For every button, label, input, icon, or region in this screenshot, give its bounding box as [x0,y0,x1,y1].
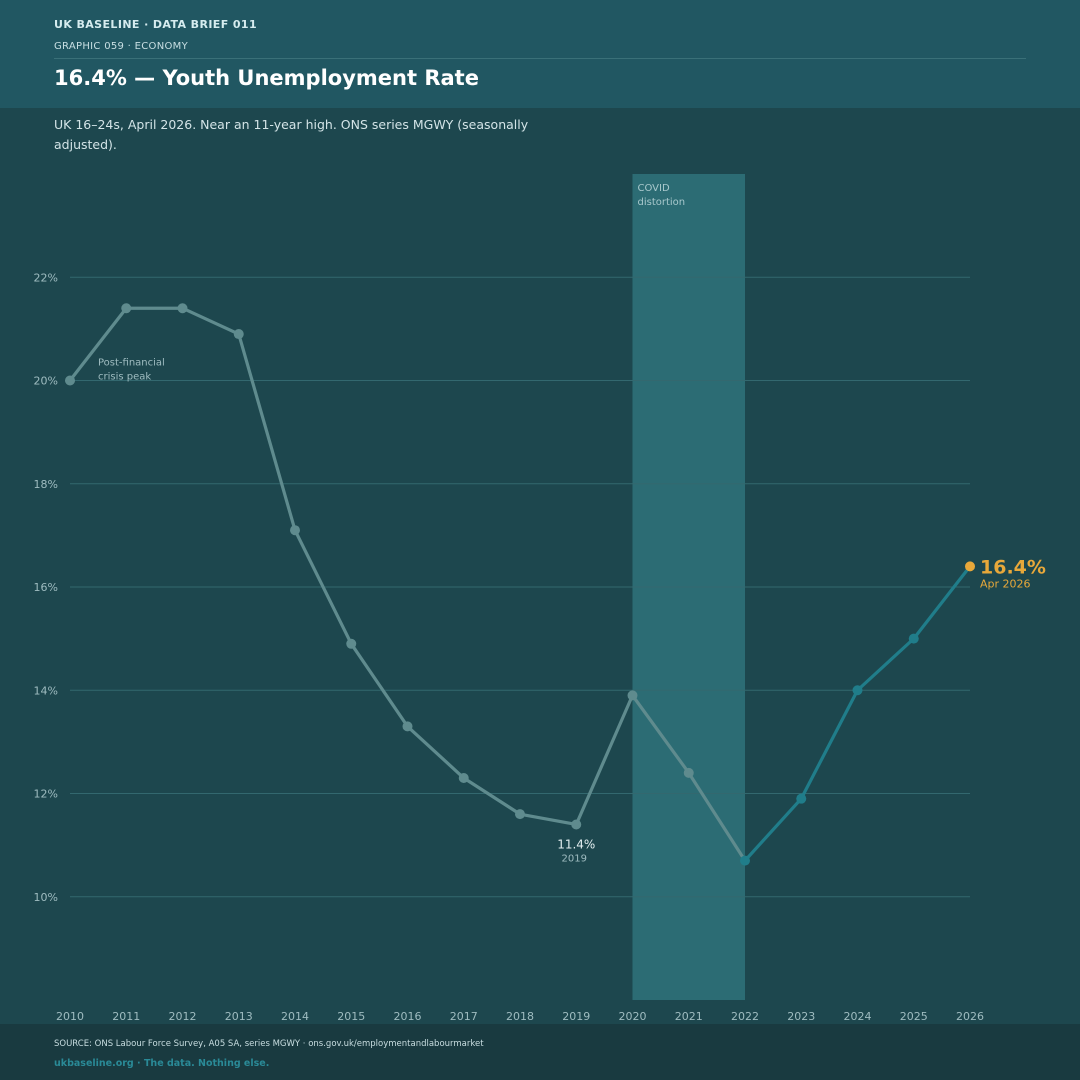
data-point [740,855,750,866]
y-tick-label: 10% [34,891,58,904]
data-point [683,767,694,778]
x-tick-label: 2021 [675,1010,703,1023]
graphic-category-line: GRAPHIC 059 · ECONOMY [54,41,188,52]
x-tick-label: 2016 [394,1010,422,1023]
x-tick-label: 2014 [281,1010,309,1023]
x-tick-label: 2012 [169,1010,197,1023]
data-point [346,638,357,649]
covid-band-label-line2: distortion [638,197,686,208]
series-line-recent [743,565,972,862]
x-tick-label: 2026 [956,1010,984,1023]
x-tick-label: 2022 [731,1010,759,1023]
site-tagline: ukbaseline.org · The data. Nothing else. [54,1058,270,1069]
y-tick-label: 18% [34,478,58,491]
annotation-2019-year: 2019 [562,853,587,864]
page-title: 16.4% — Youth Unemployment Rate [54,66,479,90]
x-tick-label: 2018 [506,1010,534,1023]
data-point [627,690,638,701]
covid-band-label-line1: COVID [638,183,670,194]
x-tick-label: 2023 [787,1010,815,1023]
data-point [402,721,413,732]
data-point [515,809,525,820]
data-point [965,561,975,572]
footer-band: SOURCE: ONS Labour Force Survey, A05 SA,… [0,1024,1080,1080]
x-tick-label: 2019 [562,1010,590,1023]
y-tick-label: 16% [34,581,58,594]
x-tick-label: 2011 [112,1010,140,1023]
data-point [796,793,807,804]
end-date-label: Apr 2026 [980,577,1031,590]
data-point [290,525,300,536]
data-point [177,303,188,314]
header-band: UK BASELINE · DATA BRIEF 011 GRAPHIC 059… [0,0,1080,108]
annotation-financial-crisis-line2: crisis peak [98,372,151,383]
x-tick-label: 2020 [619,1010,647,1023]
y-tick-label: 14% [34,684,58,697]
data-point [121,303,132,314]
x-tick-label: 2015 [337,1010,365,1023]
source-note: SOURCE: ONS Labour Force Survey, A05 SA,… [54,1039,484,1049]
annotation-2019-value: 11.4% [557,837,595,851]
data-point [852,685,863,696]
header-divider [54,58,1026,59]
brand-line: UK BASELINE · DATA BRIEF 011 [54,18,258,31]
annotation-financial-crisis-line1: Post-financial [98,358,165,369]
data-point [65,375,75,386]
x-tick-label: 2013 [225,1010,253,1023]
chart-subtitle: UK 16–24s, April 2026. Near an 11-year h… [54,117,529,152]
y-tick-label: 22% [34,271,58,284]
x-tick-label: 2024 [844,1010,872,1023]
x-tick-label: 2010 [56,1010,84,1023]
x-tick-label: 2025 [900,1010,928,1023]
y-tick-label: 20% [34,375,58,388]
end-value-label: 16.4% [980,556,1046,578]
data-point [233,329,244,340]
data-point [458,773,469,784]
data-point [571,819,582,830]
x-tick-label: 2017 [450,1010,478,1023]
y-tick-label: 12% [34,788,58,801]
data-point [908,633,919,644]
